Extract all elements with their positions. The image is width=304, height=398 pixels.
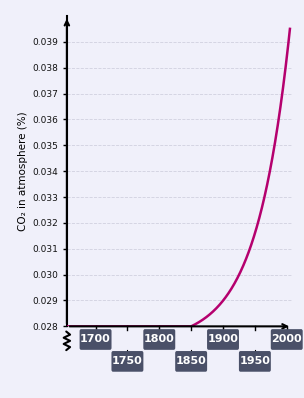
Text: 2000: 2000 (271, 334, 302, 345)
FancyBboxPatch shape (207, 329, 239, 350)
FancyBboxPatch shape (239, 351, 271, 372)
Text: 1900: 1900 (208, 334, 238, 345)
Y-axis label: CO₂ in atmosphere (%): CO₂ in atmosphere (%) (18, 111, 28, 231)
Text: 1800: 1800 (144, 334, 175, 345)
FancyBboxPatch shape (80, 329, 112, 350)
FancyBboxPatch shape (175, 351, 207, 372)
Text: 1950: 1950 (240, 356, 270, 367)
FancyBboxPatch shape (112, 351, 143, 372)
Text: 1850: 1850 (176, 356, 206, 367)
FancyBboxPatch shape (271, 329, 303, 350)
Text: 1700: 1700 (80, 334, 111, 345)
FancyBboxPatch shape (143, 329, 175, 350)
Text: 1750: 1750 (112, 356, 143, 367)
